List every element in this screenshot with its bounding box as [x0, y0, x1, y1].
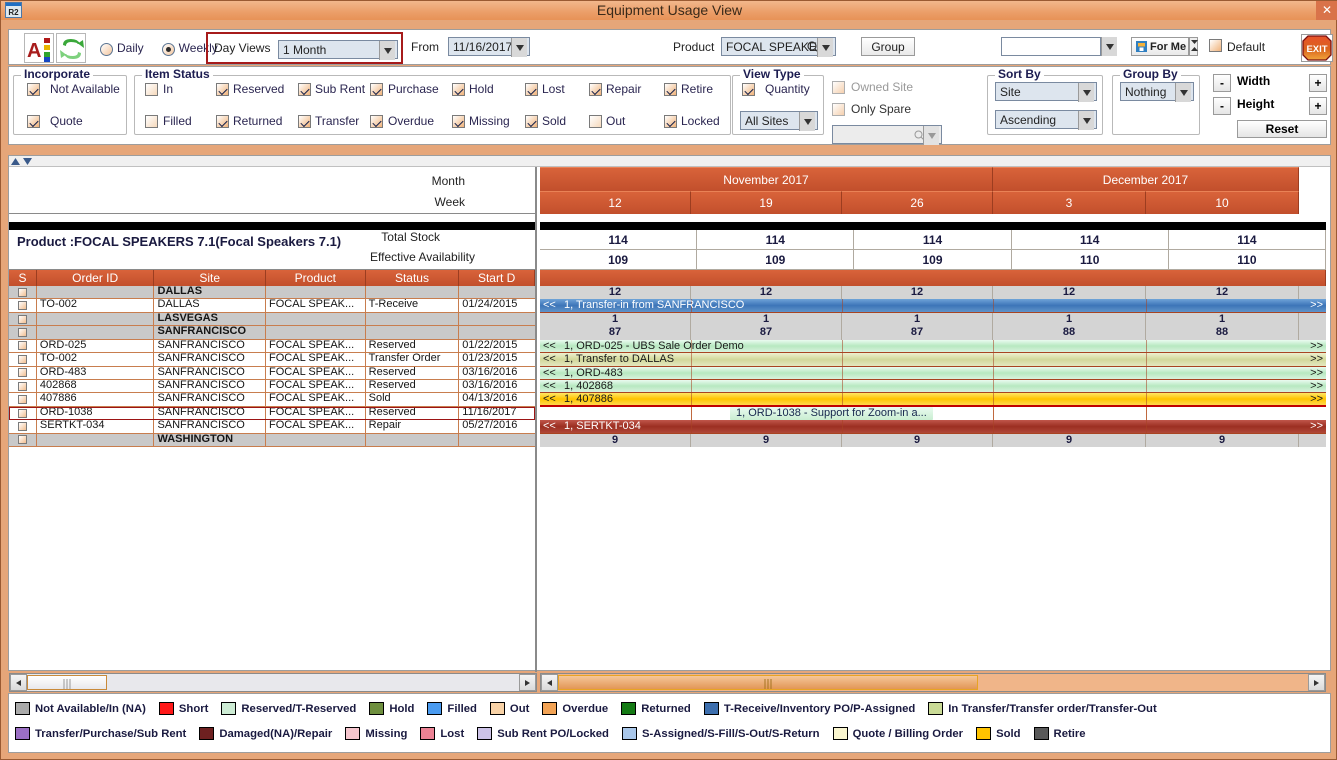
- svg-text:A: A: [27, 40, 41, 62]
- svg-text:EXIT: EXIT: [1306, 44, 1327, 55]
